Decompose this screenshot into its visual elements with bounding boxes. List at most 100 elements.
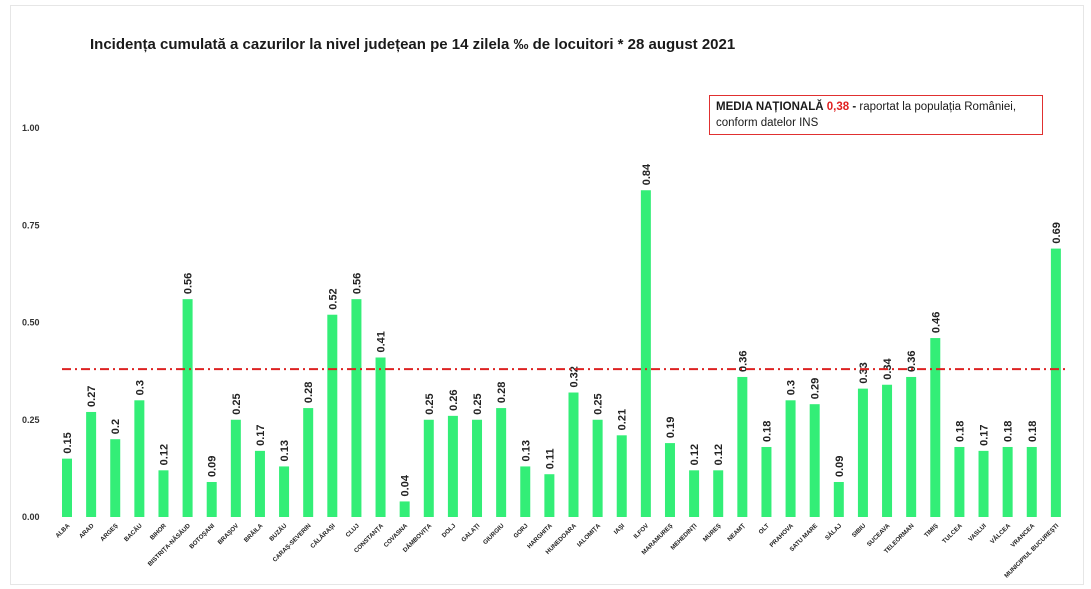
bar-mehedinți [689,470,700,517]
bar-value-label: 0.3 [786,380,798,395]
bar-value-label: 0.17 [255,424,267,445]
bar-value-label: 0.13 [520,440,532,461]
bar-value-label: 0.3 [134,380,146,395]
category-label: MEHEDINȚI [669,522,698,551]
bar-bistrița-năsăud [182,299,193,517]
category-label: OLT [757,522,771,536]
bar-value-label: 0.56 [183,273,195,294]
note-text: raportat la populația României, [859,101,1017,113]
bar-argeș [110,439,121,517]
category-label: IALOMIȚA [576,522,602,548]
bar-maramureș [664,443,675,517]
bar-constanța [375,357,386,517]
category-label: VASLUI [967,522,988,543]
category-label: BUZĂU [268,522,289,543]
bar-vâlcea [1002,446,1013,517]
bar-value-label: 0.36 [737,351,749,372]
bar-value-label: 0.18 [954,421,966,442]
category-label: GALAȚI [460,522,481,543]
category-label: ALBA [54,522,71,539]
bar-municipiul-bucurești [1050,248,1061,517]
bar-value-label: 0.25 [472,393,484,414]
bar-value-label: 0.09 [207,456,219,477]
bar-value-label: 0.25 [593,393,605,414]
bar-value-label: 0.28 [303,382,315,403]
bar-value-label: 0.28 [496,382,508,403]
category-label: BRĂILA [243,522,265,544]
bar-suceava [882,384,893,517]
bar-călărași [327,314,338,517]
category-label: TIMIȘ [923,522,940,539]
bar-timiș [930,338,941,517]
note-dash: - [852,101,857,113]
y-tick-label: 0.25 [22,415,40,425]
bar-value-label: 0.18 [1003,421,1015,442]
bar-sălaj [833,481,844,517]
bar-brașov [230,419,241,517]
bar-alba [62,458,72,517]
bar-value-label: 0.11 [544,448,556,469]
bar-mureș [713,470,724,517]
bar-hunedoara [568,392,579,517]
category-label: ILFOV [632,522,650,540]
bar-value-label: 0.25 [231,393,243,414]
bar-value-label: 0.2 [110,419,122,434]
bar-value-label: 0.56 [351,273,363,294]
category-label: IAȘI [613,522,627,536]
category-label: GIURGIU [482,522,506,546]
category-label: TULCEA [941,522,964,545]
bar-value-label: 0.32 [569,366,581,387]
bar-prahova [785,400,796,517]
y-tick-label: 0.50 [22,318,40,328]
bar-value-label: 0.15 [62,432,74,453]
bar-ialomița [592,419,603,517]
bar-olt [761,446,772,517]
y-tick-label: 1.00 [22,123,40,133]
bar-tulcea [954,446,965,517]
category-label: BACĂU [123,522,144,543]
bar-caraș-severin [303,408,314,517]
category-label: CLUJ [344,522,361,539]
bar-value-label: 0.17 [979,424,991,445]
category-label: GORJ [512,522,530,540]
bar-value-label: 0.29 [810,378,822,399]
bar-botoșani [206,481,217,517]
bar-value-label: 0.69 [1051,222,1063,243]
national-average-note: MEDIA NAȚIONALĂ 0,38 - raportat la popul… [709,95,1043,135]
bar-value-label: 0.25 [424,393,436,414]
bar-value-label: 0.18 [761,421,773,442]
bar-value-label: 0.13 [279,440,291,461]
bar-buzău [279,466,290,517]
bar-value-label: 0.09 [834,456,846,477]
category-label: SĂLAJ [824,522,844,542]
bar-arad [86,411,97,517]
category-label: DOLJ [441,522,458,539]
bar-value-label: 0.04 [400,474,412,496]
bar-satu-mare [809,404,820,517]
bar-value-label: 0.34 [882,357,894,379]
category-label: BOTOȘANI [188,522,216,550]
bar-value-label: 0.21 [617,409,629,430]
y-tick-label: 0.00 [22,512,40,522]
bar-neamț [737,376,748,517]
bar-bihor [158,470,169,517]
bar-teleorman [906,376,917,517]
bar-value-label: 0.26 [448,389,460,410]
category-label: NEAMȚ [726,522,747,543]
category-label: BRAȘOV [217,522,241,546]
bar-galați [472,419,483,517]
note-text-2: conform datelor INS [716,117,819,129]
chart-frame [10,5,1084,585]
category-label: CĂLĂRAȘI [309,522,337,550]
bar-harghita [544,474,555,517]
category-label: VÂLCEA [989,522,1012,545]
bar-value-label: 0.27 [86,386,98,407]
bar-value-label: 0.52 [327,288,339,309]
category-label: SIBIU [851,522,868,539]
bar-cluj [351,299,362,517]
bar-value-label: 0.12 [689,444,701,465]
bar-dâmbovița [423,419,434,517]
bar-value-label: 0.33 [858,362,870,383]
note-lead: MEDIA NAȚIONALĂ [716,101,824,113]
